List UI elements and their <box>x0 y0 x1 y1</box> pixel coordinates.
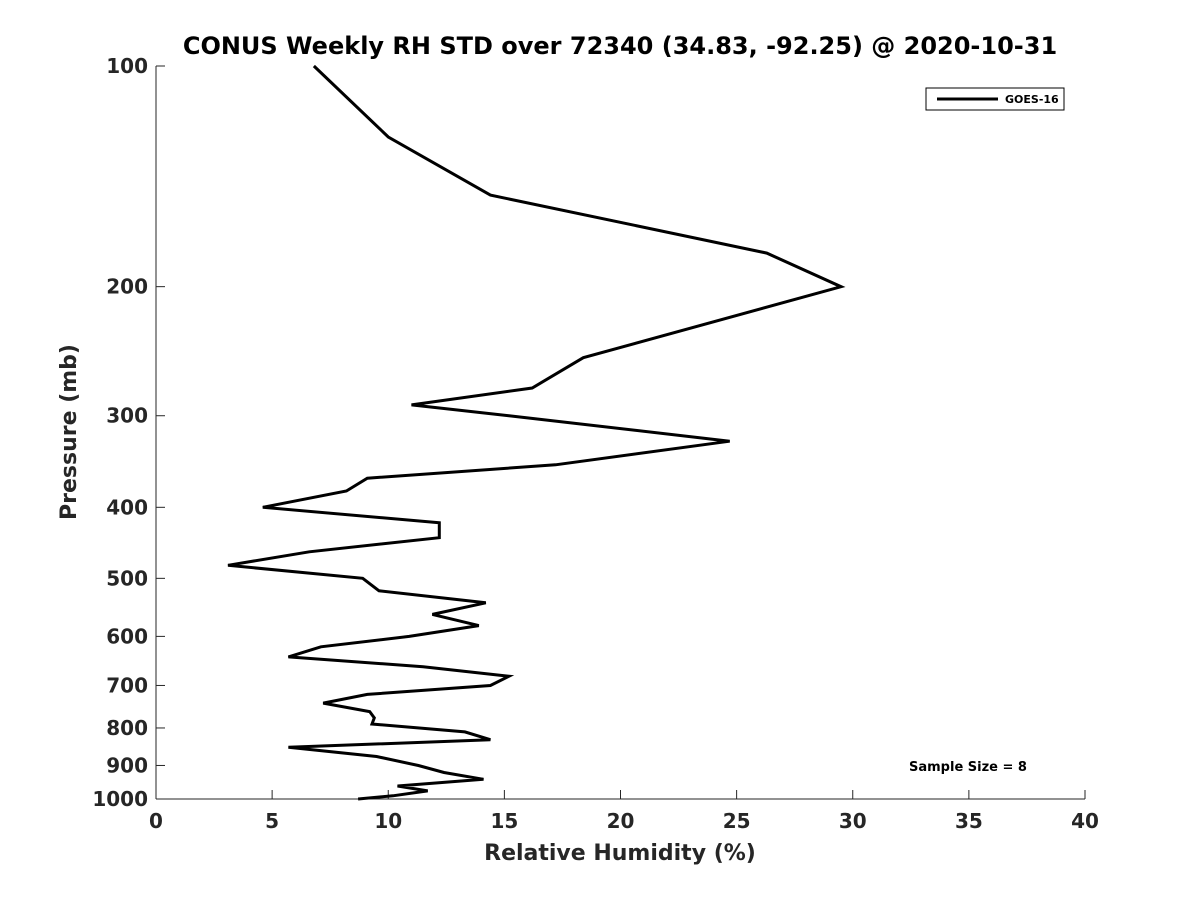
x-axis-ticks: 0 5 10 15 20 25 30 35 40 <box>149 790 1099 833</box>
y-tick-label: 200 <box>106 275 148 299</box>
x-tick-label: 0 <box>149 809 163 833</box>
sample-size-annotation: Sample Size = 8 <box>909 760 1027 775</box>
y-tick-label: 600 <box>106 624 148 648</box>
y-tick-label: 100 <box>106 54 148 78</box>
y-axis-ticks: 100 200 300 400 500 600 700 800 900 1000 <box>92 54 165 811</box>
x-tick-label: 10 <box>374 809 402 833</box>
chart-title: CONUS Weekly RH STD over 72340 (34.83, -… <box>183 32 1057 60</box>
plot-area <box>155 66 1085 800</box>
x-axis-label: Relative Humidity (%) <box>484 841 756 866</box>
y-tick-label: 400 <box>106 495 148 519</box>
series-layer <box>227 64 846 801</box>
y-axis-label: Pressure (mb) <box>57 344 82 520</box>
y-tick-label: 800 <box>106 716 148 740</box>
series-line-goes-16 <box>227 64 846 801</box>
x-tick-label: 35 <box>955 809 983 833</box>
x-tick-label: 5 <box>265 809 279 833</box>
y-tick-label: 1000 <box>92 787 148 811</box>
x-tick-label: 25 <box>723 809 751 833</box>
x-tick-label: 20 <box>607 809 635 833</box>
y-tick-label: 900 <box>106 753 148 777</box>
legend: GOES-16 <box>925 87 1065 111</box>
y-tick-label: 700 <box>106 673 148 697</box>
y-tick-label: 500 <box>106 566 148 590</box>
x-tick-label: 30 <box>839 809 867 833</box>
x-tick-label: 15 <box>490 809 518 833</box>
y-tick-label: 300 <box>106 404 148 428</box>
x-tick-label: 40 <box>1071 809 1099 833</box>
legend-label-goes-16: GOES-16 <box>1005 93 1059 106</box>
